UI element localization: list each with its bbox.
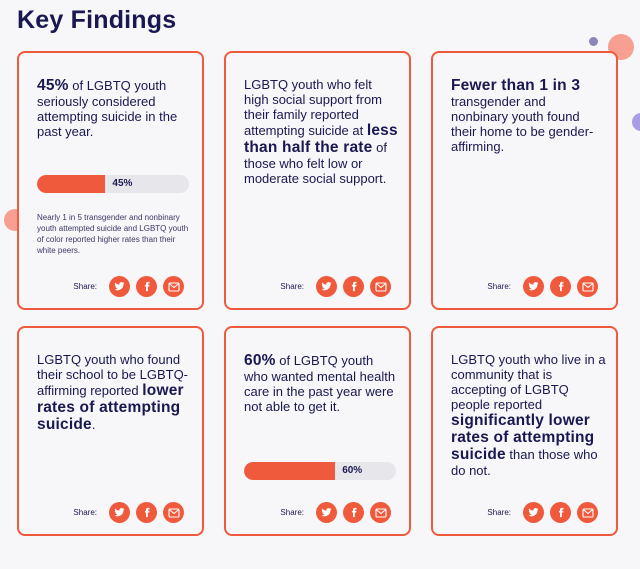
facebook-share-button[interactable] bbox=[550, 502, 571, 523]
progress-bar: 60% bbox=[244, 462, 396, 480]
share-label: Share: bbox=[73, 508, 97, 517]
mail-icon bbox=[581, 507, 594, 518]
email-share-button[interactable] bbox=[163, 276, 184, 297]
share-row: Share: bbox=[487, 276, 598, 297]
mail-icon bbox=[167, 281, 180, 292]
progress-fill bbox=[244, 462, 336, 480]
progress-label: 60% bbox=[342, 465, 363, 476]
facebook-share-button[interactable] bbox=[343, 502, 364, 523]
card-body: LGBTQ youth who live in a community that… bbox=[451, 352, 606, 412]
finding-card-mental-health-care: 60% of LGBTQ youth who wanted mental hea… bbox=[224, 326, 411, 536]
twitter-share-button[interactable] bbox=[523, 276, 544, 297]
twitter-share-button[interactable] bbox=[316, 276, 337, 297]
facebook-share-button[interactable] bbox=[343, 276, 364, 297]
facebook-share-button[interactable] bbox=[136, 502, 157, 523]
share-label: Share: bbox=[73, 282, 97, 291]
twitter-icon bbox=[114, 508, 125, 517]
card-body: of LGBTQ youth seriously considered atte… bbox=[37, 78, 178, 139]
finding-card-home-affirming: Fewer than 1 in 3 transgender and nonbin… bbox=[431, 51, 618, 310]
decorative-dot bbox=[632, 113, 640, 131]
twitter-icon bbox=[321, 282, 332, 291]
card-body-end: . bbox=[91, 417, 96, 432]
finding-card-community-accepting: LGBTQ youth who live in a community that… bbox=[431, 326, 618, 536]
share-label: Share: bbox=[487, 282, 511, 291]
card-text: LGBTQ youth who felt high social support… bbox=[244, 77, 399, 186]
twitter-icon bbox=[321, 508, 332, 517]
twitter-share-button[interactable] bbox=[316, 502, 337, 523]
card-body: LGBTQ youth who felt high social support… bbox=[244, 77, 383, 138]
progress-bar: 45% bbox=[37, 175, 189, 193]
twitter-share-button[interactable] bbox=[109, 276, 130, 297]
facebook-share-button[interactable] bbox=[136, 276, 157, 297]
twitter-icon bbox=[528, 508, 539, 517]
share-label: Share: bbox=[280, 282, 304, 291]
share-row: Share: bbox=[280, 276, 391, 297]
facebook-icon bbox=[558, 281, 563, 292]
card-highlight: Fewer than 1 in 3 bbox=[451, 77, 581, 94]
page-title: Key Findings bbox=[17, 6, 177, 34]
mail-icon bbox=[581, 281, 594, 292]
card-highlight: less than half the rate bbox=[244, 122, 398, 156]
twitter-share-button[interactable] bbox=[523, 502, 544, 523]
card-body-end: of those who felt low or moderate social… bbox=[244, 140, 387, 186]
card-text: LGBTQ youth who found their school to be… bbox=[37, 352, 192, 433]
card-body: LGBTQ youth who found their school to be… bbox=[37, 352, 189, 398]
twitter-icon bbox=[114, 282, 125, 291]
facebook-icon bbox=[144, 507, 149, 518]
share-row: Share: bbox=[73, 276, 184, 297]
facebook-icon bbox=[144, 281, 149, 292]
card-highlight: lower rates of attempting suicide bbox=[37, 382, 184, 433]
facebook-share-button[interactable] bbox=[550, 276, 571, 297]
card-stat: 45% bbox=[37, 77, 69, 94]
email-share-button[interactable] bbox=[370, 276, 391, 297]
finding-card-suicide-consideration: 45% of LGBTQ youth seriously considered … bbox=[17, 51, 204, 310]
email-share-button[interactable] bbox=[577, 502, 598, 523]
mail-icon bbox=[167, 507, 180, 518]
card-text: Fewer than 1 in 3 transgender and nonbin… bbox=[451, 77, 606, 154]
card-highlight: significantly lower rates of attempting … bbox=[451, 412, 595, 463]
email-share-button[interactable] bbox=[370, 502, 391, 523]
finding-card-school-affirming: LGBTQ youth who found their school to be… bbox=[17, 326, 204, 536]
progress-fill bbox=[37, 175, 106, 193]
share-label: Share: bbox=[487, 508, 511, 517]
card-note: Nearly 1 in 5 transgender and nonbinary … bbox=[37, 213, 189, 255]
twitter-icon bbox=[528, 282, 539, 291]
finding-card-family-support: LGBTQ youth who felt high social support… bbox=[224, 51, 411, 310]
facebook-icon bbox=[351, 281, 356, 292]
email-share-button[interactable] bbox=[577, 276, 598, 297]
progress-label: 45% bbox=[112, 178, 133, 189]
card-body: of LGBTQ youth who wanted mental health … bbox=[244, 353, 396, 414]
mail-icon bbox=[374, 507, 387, 518]
facebook-icon bbox=[558, 507, 563, 518]
card-stat: 60% bbox=[244, 352, 276, 369]
share-row: Share: bbox=[73, 502, 184, 523]
card-text: 45% of LGBTQ youth seriously considered … bbox=[37, 77, 192, 139]
card-text: LGBTQ youth who live in a community that… bbox=[451, 352, 606, 478]
card-body-end: than those who do not. bbox=[451, 447, 598, 478]
card-body: transgender and nonbinary youth found th… bbox=[451, 94, 594, 154]
share-label: Share: bbox=[280, 508, 304, 517]
decorative-dot bbox=[589, 37, 598, 46]
share-row: Share: bbox=[487, 502, 598, 523]
twitter-share-button[interactable] bbox=[109, 502, 130, 523]
mail-icon bbox=[374, 281, 387, 292]
share-row: Share: bbox=[280, 502, 391, 523]
email-share-button[interactable] bbox=[163, 502, 184, 523]
card-text: 60% of LGBTQ youth who wanted mental hea… bbox=[244, 352, 399, 414]
facebook-icon bbox=[351, 507, 356, 518]
